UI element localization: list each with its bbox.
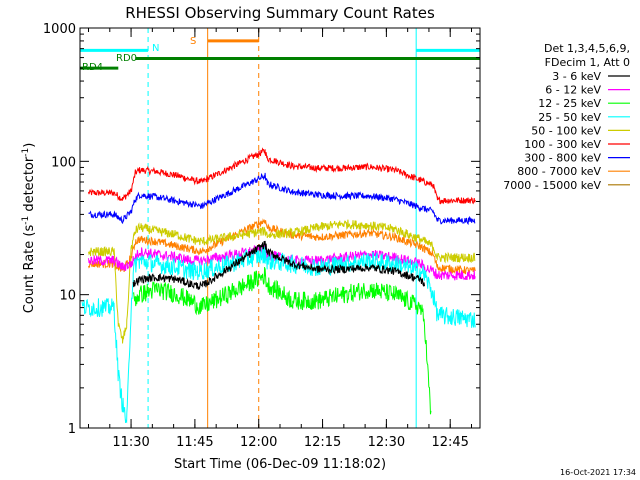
flag-label-3: RD4 (82, 62, 103, 73)
legend-label-4: 50 - 100 keV (531, 124, 601, 137)
legend-label-7: 800 - 7000 keV (517, 165, 601, 178)
series-line-1 (88, 172, 476, 226)
y-axis-label-part3: ) (22, 143, 37, 148)
x-axis: 11:30 11:45 12:00 12:15 12:30 12:45 (88, 28, 472, 450)
legend-label-3: 25 - 50 keV (538, 111, 601, 124)
series-line-7 (132, 266, 432, 415)
flag-label-0: N (152, 43, 159, 54)
x-tick-label-4: 12:30 (368, 435, 405, 450)
x-tick-label-3: 12:15 (304, 435, 341, 450)
y-axis-label-part1: Count Rate (s (22, 225, 37, 314)
legend-label-8: 7000 - 15000 keV (503, 179, 601, 192)
series-line-5 (81, 246, 476, 424)
chart-title: RHESSI Observing Summary Count Rates (125, 4, 435, 22)
timestamp: 16-Oct-2021 17:34 (560, 468, 636, 477)
legend-label-6: 300 - 800 keV (524, 152, 601, 165)
y-tick-label-0: 1 (68, 422, 76, 437)
y-axis-label: Count Rate (s-1 detector-1) (21, 143, 37, 314)
x-tick-label-5: 12:45 (431, 435, 468, 450)
y-axis-label-part2: detector (22, 156, 37, 216)
x-tick-label-2: 12:00 (240, 435, 277, 450)
series-line-0 (88, 147, 476, 205)
legend-header-1: Det 1,3,4,5,6,9, (544, 42, 630, 55)
series-line-6 (132, 240, 426, 290)
x-tick-label-1: 11:45 (176, 435, 213, 450)
y-axis: 1 10 100 1000 (43, 22, 480, 437)
legend-label-0: 3 - 6 keV (552, 70, 601, 83)
y-tick-label-2: 100 (51, 155, 76, 170)
y-axis-label-sup1: -1 (21, 216, 31, 225)
flag-label-2: RD0 (116, 53, 137, 64)
y-tick-label-1: 10 (59, 289, 76, 304)
x-tick-label-0: 11:30 (112, 435, 149, 450)
x-axis-label: Start Time (06-Dec-09 11:18:02) (174, 457, 386, 472)
flag-label-1: S (190, 36, 196, 47)
legend-header-2: FDecim 1, Att 0 (545, 56, 630, 69)
series-line-3 (88, 219, 476, 344)
legend: Det 1,3,4,5,6,9, FDecim 1, Att 0 3 - 6 k… (503, 42, 630, 192)
y-axis-label-sup2: -1 (21, 148, 31, 157)
legend-label-1: 6 - 12 keV (545, 84, 601, 97)
y-tick-label-3: 1000 (43, 22, 76, 37)
legend-label-2: 12 - 25 keV (538, 97, 601, 110)
legend-label-5: 100 - 300 keV (524, 138, 601, 151)
